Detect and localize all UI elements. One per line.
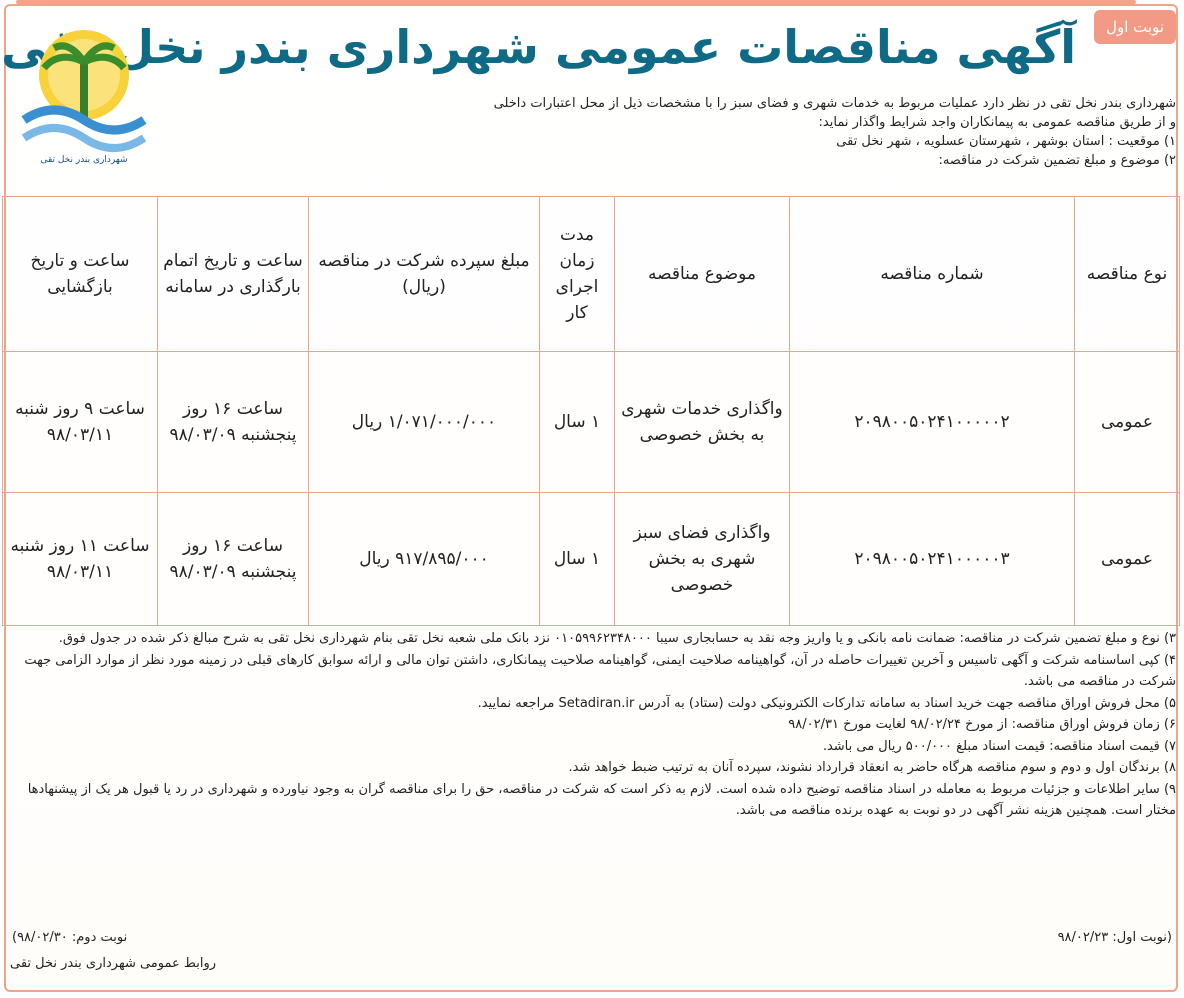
header-duration: مدت زمان اجرای کار [539, 196, 615, 352]
cell-type: عمومی [1074, 351, 1180, 493]
term-item: ۴) کپی اساسنامه شرکت و آگهی تاسیس و آخری… [24, 652, 1176, 690]
cell-number: ۲۰۹۸۰۰۵۰۲۴۱۰۰۰۰۰۲ [789, 351, 1075, 493]
table-row: عمومی ۲۰۹۸۰۰۵۰۲۴۱۰۰۰۰۰۲ واگذاری خدمات شه… [2, 351, 1180, 493]
tender-table: نوع مناقصه شماره مناقصه موضوع مناقصه مدت… [2, 196, 1180, 626]
first-run-date: (نوبت اول: ۹۸/۰۲/۲۳ [1057, 930, 1172, 945]
intro-line: ۱) موقعیت : استان بوشهر ، شهرستان عسلویه… [836, 134, 1176, 149]
cell-duration: ۱ سال [539, 351, 615, 493]
intro-line: ۲) موضوع و مبلغ تضمین شرکت در مناقصه: [938, 153, 1176, 168]
cell-subject: واگذاری فضای سبز شهری به بخش خصوصی [614, 492, 790, 626]
header-subject: موضوع مناقصه [614, 196, 790, 352]
header-number: شماره مناقصه [789, 196, 1075, 352]
term-item: ۷) قیمت اسناد مناقصه: قیمت اسناد مبلغ ۵۰… [822, 738, 1176, 754]
signature: روابط عمومی شهرداری بندر نخل تقی [10, 956, 217, 971]
cell-number: ۲۰۹۸۰۰۵۰۲۴۱۰۰۰۰۰۳ [789, 492, 1075, 626]
page-title: آگهی مناقصات عمومی شهرداری بندر نخل تقی [1, 20, 1077, 74]
header-type: نوع مناقصه [1074, 196, 1180, 352]
intro-text: شهرداری بندر نخل تقی در نظر دارد عملیات … [166, 94, 1176, 170]
cell-deposit: ۹۱۷/۸۹۵/۰۰۰ ریال [308, 492, 540, 626]
second-run-date: نوبت دوم: ۹۸/۰۲/۳۰) [12, 930, 128, 945]
municipality-logo-icon: شهرداری بندر نخل تقی [21, 30, 147, 165]
cell-opening: ساعت ۹ روز شنبه ۹۸/۰۳/۱۱ [2, 351, 158, 493]
intro-line: و از طریق مناقصه عمومی به پیمانکاران واج… [818, 115, 1176, 130]
svg-text:شهرداری بندر نخل تقی: شهرداری بندر نخل تقی [40, 155, 127, 165]
term-item: ۵) محل فروش اوراق مناقصه جهت خرید اسناد … [477, 695, 1176, 711]
term-item: ۳) نوع و مبلغ تضمین شرکت در مناقصه: ضمان… [58, 631, 1176, 646]
cell-upload-deadline: ساعت ۱۶ روز پنجشنبه ۹۸/۰۳/۰۹ [157, 351, 309, 493]
term-item: ۶) زمان فروش اوراق مناقصه: از مورخ ۹۸/۰۲… [788, 717, 1176, 732]
run-badge: نوبت اول [1094, 10, 1176, 44]
terms-list: ۳) نوع و مبلغ تضمین شرکت در مناقصه: ضمان… [8, 628, 1176, 822]
term-item: ۸) برندگان اول و دوم و سوم مناقصه هرگاه … [568, 760, 1176, 775]
cell-deposit: ۱/۰۷۱/۰۰۰/۰۰۰ ریال [308, 351, 540, 493]
cell-subject: واگذاری خدمات شهری به بخش خصوصی [614, 351, 790, 493]
term-item: ۹) سایر اطلاعات و جزئیات مربوط به معامله… [27, 781, 1176, 819]
table-row: عمومی ۲۰۹۸۰۰۵۰۲۴۱۰۰۰۰۰۳ واگذاری فضای سبز… [2, 492, 1180, 626]
cell-type: عمومی [1074, 492, 1180, 626]
table-header-row: نوع مناقصه شماره مناقصه موضوع مناقصه مدت… [2, 196, 1180, 352]
header-opening: ساعت و تاریخ بازگشایی [2, 196, 158, 352]
top-border [16, 0, 1136, 4]
intro-line: شهرداری بندر نخل تقی در نظر دارد عملیات … [493, 96, 1176, 111]
cell-opening: ساعت ۱۱ روز شنبه ۹۸/۰۳/۱۱ [2, 492, 158, 626]
cell-upload-deadline: ساعت ۱۶ روز پنجشنبه ۹۸/۰۳/۰۹ [157, 492, 309, 626]
header-deposit: مبلغ سپرده شرکت در مناقصه (ریال) [308, 196, 540, 352]
cell-duration: ۱ سال [539, 492, 615, 626]
header-upload-deadline: ساعت و تاریخ اتمام بارگذاری در سامانه [157, 196, 309, 352]
